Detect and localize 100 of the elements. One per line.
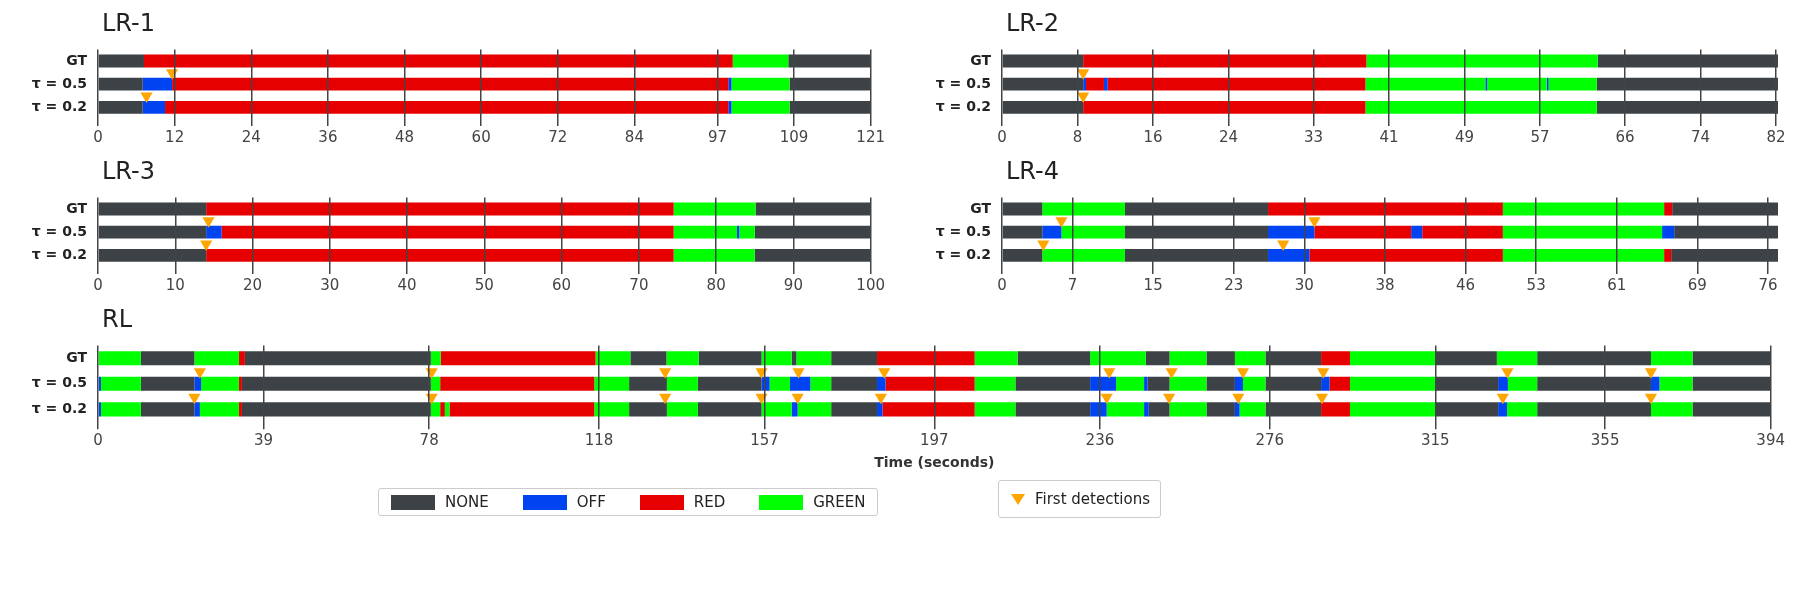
x-tick-label: 90 — [783, 275, 803, 294]
x-tick-label: 30 — [320, 275, 340, 294]
x-tick-label: 24 — [241, 127, 261, 146]
y-tick-label: τ = 0.2 — [31, 400, 87, 417]
bar — [673, 202, 756, 216]
bar — [731, 101, 790, 114]
bar — [140, 402, 195, 417]
bar — [440, 376, 595, 391]
x-tick-label: 8 — [1072, 127, 1083, 146]
bar — [1206, 351, 1235, 366]
legend-label: First detections — [1034, 490, 1150, 508]
bar — [100, 402, 141, 417]
x-tick-label: 394 — [1756, 431, 1786, 450]
bar — [1502, 225, 1663, 239]
bar — [444, 402, 450, 417]
category-label: OFF — [575, 493, 606, 511]
x-tick-label: 97 — [707, 127, 727, 146]
bar — [1015, 376, 1091, 391]
bar — [1314, 225, 1412, 239]
x-tick-label: 33 — [1303, 127, 1324, 146]
bar — [974, 376, 1016, 391]
bar — [1017, 351, 1091, 366]
y-tick-label: GT — [970, 199, 992, 216]
bar — [796, 351, 832, 366]
bar — [1507, 402, 1538, 417]
y-tick-label: τ = 0.5 — [31, 74, 87, 91]
x-tick-label: 57 — [1530, 127, 1550, 146]
y-tick-label: τ = 0.5 — [935, 222, 991, 239]
bar — [1148, 402, 1170, 417]
bar — [199, 402, 239, 417]
x-tick-label: 41 — [1379, 127, 1399, 146]
x-tick-label: 0 — [93, 127, 103, 146]
x-tick-label: 36 — [318, 127, 338, 146]
bar — [666, 402, 698, 417]
x-tick-label: 38 — [1375, 275, 1395, 294]
x-tick-label: 80 — [706, 275, 726, 294]
bar — [98, 402, 101, 417]
x-tick-label: 66 — [1615, 127, 1635, 146]
y-tick-label: τ = 0.5 — [935, 74, 991, 91]
bar — [666, 351, 699, 366]
bar — [761, 351, 792, 366]
bar — [1169, 351, 1207, 366]
bar — [1083, 101, 1366, 114]
x-tick-label: 355 — [1590, 431, 1620, 450]
y-tick-label: τ = 0.5 — [31, 374, 87, 391]
bar — [1321, 402, 1350, 417]
bar — [238, 376, 242, 391]
bar — [831, 351, 878, 366]
bar — [728, 77, 732, 91]
x-tick-label: 197 — [920, 431, 949, 450]
x-tick-label: 0 — [997, 275, 1007, 294]
x-tick-label: 53 — [1526, 275, 1546, 294]
bar — [1349, 402, 1436, 417]
x-tick-label: 61 — [1607, 275, 1627, 294]
y-tick-label: τ = 0.2 — [935, 98, 991, 115]
bar — [100, 376, 141, 391]
category-label: GREEN — [812, 493, 866, 511]
bar — [1042, 249, 1125, 262]
y-tick-label: GT — [970, 51, 992, 68]
x-tick-label: 76 — [1758, 275, 1778, 294]
bar — [1664, 202, 1673, 216]
x-axis-title: Time (seconds) — [874, 454, 995, 471]
x-tick-label: 16 — [1143, 127, 1163, 146]
bar — [206, 202, 674, 216]
bar — [142, 77, 173, 91]
bar — [595, 351, 631, 366]
x-tick-label: 24 — [1219, 127, 1239, 146]
bar — [698, 351, 762, 366]
bar — [810, 376, 832, 391]
x-tick-label: 50 — [474, 275, 494, 294]
bar — [697, 402, 762, 417]
bar — [142, 101, 166, 114]
y-tick-label: GT — [66, 51, 88, 68]
y-tick-label: τ = 0.2 — [31, 98, 87, 115]
x-tick-label: 72 — [548, 127, 568, 146]
bar — [206, 249, 674, 262]
bar — [1498, 376, 1508, 391]
bar — [1366, 54, 1598, 68]
bar — [1242, 376, 1266, 391]
bar — [739, 225, 755, 239]
bar — [594, 402, 630, 417]
x-tick-label: 0 — [997, 127, 1007, 146]
bar — [140, 376, 195, 391]
bar — [194, 402, 200, 417]
bar — [1507, 376, 1538, 391]
x-tick-label: 20 — [242, 275, 263, 294]
bar — [1548, 77, 1597, 91]
x-tick-label: 46 — [1456, 275, 1476, 294]
x-tick-label: 157 — [750, 431, 779, 450]
bar — [1496, 351, 1538, 366]
bar — [1650, 351, 1693, 366]
bar — [1365, 101, 1597, 114]
x-tick-label: 84 — [624, 127, 644, 146]
bar — [673, 249, 755, 262]
x-tick-label: 121 — [856, 127, 886, 146]
bar — [1169, 402, 1207, 417]
category-label: RED — [692, 493, 726, 511]
bar — [201, 376, 239, 391]
chart-title: RL — [102, 304, 134, 334]
bar — [172, 77, 729, 91]
